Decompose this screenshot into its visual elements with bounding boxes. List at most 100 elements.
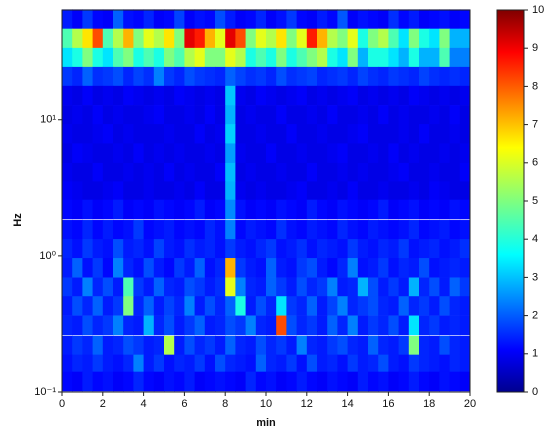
heatmap-cell: [92, 105, 104, 125]
x-tick-label: 2: [100, 398, 106, 410]
heatmap-cell: [439, 277, 451, 298]
heatmap-cell: [317, 199, 328, 220]
heatmap-cell: [143, 85, 155, 106]
heatmap-cell: [419, 315, 430, 336]
heatmap-cell: [153, 220, 165, 240]
heatmap-cell: [184, 66, 196, 87]
heatmap-cell: [439, 354, 451, 375]
heatmap-cell: [347, 181, 359, 201]
heatmap-cell: [194, 277, 206, 298]
heatmap-cell: [296, 296, 308, 316]
heatmap-cell: [388, 105, 400, 125]
heatmap-cell: [296, 66, 308, 87]
heatmap-cell: [235, 371, 247, 392]
colorbar-tick-label: 3: [532, 271, 538, 283]
heatmap-cell: [388, 9, 400, 30]
heatmap-cell: [174, 162, 185, 183]
heatmap-cell: [225, 162, 236, 183]
heatmap-cell: [419, 124, 430, 144]
heatmap-cell: [337, 47, 349, 68]
heatmap-cell: [337, 277, 349, 298]
heatmap-cell: [82, 258, 94, 278]
heatmap-cell: [388, 124, 400, 144]
heatmap-cell: [215, 28, 226, 49]
heatmap-cell: [317, 220, 328, 240]
heatmap-cell: [306, 354, 318, 375]
heatmap-cell: [449, 47, 461, 68]
heatmap-cell: [306, 181, 318, 201]
heatmap-cell: [82, 124, 94, 144]
heatmap-cell: [286, 47, 298, 68]
heatmap-cell: [215, 105, 226, 125]
heatmap-cell: [82, 220, 94, 240]
heatmap-cell: [62, 354, 73, 375]
heatmap-cell: [429, 354, 440, 375]
heatmap-cell: [317, 9, 328, 30]
heatmap-cell: [164, 124, 175, 144]
heatmap-cell: [133, 66, 145, 87]
heatmap-cell: [327, 315, 338, 336]
heatmap-cell: [255, 277, 267, 298]
heatmap-cell: [245, 124, 257, 144]
heatmap-cell: [143, 66, 155, 87]
heatmap-cell: [266, 277, 277, 298]
heatmap-cell: [449, 105, 461, 125]
heatmap-cell: [378, 315, 389, 336]
heatmap-cell: [215, 181, 226, 201]
heatmap-cell: [357, 335, 369, 356]
heatmap-cell: [368, 85, 379, 106]
heatmap-cell: [327, 162, 338, 183]
heatmap: [62, 9, 471, 392]
heatmap-cell: [72, 28, 83, 49]
heatmap-cell: [357, 85, 369, 106]
heatmap-cell: [235, 47, 247, 68]
heatmap-cell: [143, 199, 155, 220]
heatmap-cell: [62, 371, 73, 392]
heatmap-cell: [225, 258, 236, 278]
heatmap-cell: [408, 143, 420, 164]
colorbar-tick-label: 7: [532, 119, 538, 131]
heatmap-cell: [408, 181, 420, 201]
heatmap-cell: [92, 124, 104, 144]
heatmap-cell: [368, 199, 379, 220]
heatmap-cell: [184, 181, 196, 201]
heatmap-cell: [143, 181, 155, 201]
heatmap-cell: [296, 354, 308, 375]
heatmap-cell: [215, 258, 226, 278]
heatmap-cell: [357, 66, 369, 87]
heatmap-cell: [347, 354, 359, 375]
heatmap-cell: [296, 162, 308, 183]
heatmap-cell: [62, 66, 73, 87]
heatmap-cell: [184, 220, 196, 240]
heatmap-cell: [235, 143, 247, 164]
heatmap-cell: [337, 85, 349, 106]
heatmap-cell: [72, 66, 83, 87]
heatmap-cell: [429, 28, 440, 49]
heatmap-cell: [286, 124, 298, 144]
heatmap-cell: [337, 315, 349, 336]
heatmap-cell: [337, 181, 349, 201]
heatmap-cell: [368, 335, 379, 356]
heatmap-cell: [184, 105, 196, 125]
heatmap-cell: [398, 66, 410, 87]
heatmap-cell: [235, 66, 247, 87]
heatmap-cell: [92, 258, 104, 278]
heatmap-cell: [317, 258, 328, 278]
heatmap-cell: [286, 28, 298, 49]
heatmap-cell: [164, 85, 175, 106]
heatmap-cell: [164, 47, 175, 68]
heatmap-cell: [184, 354, 196, 375]
heatmap-cell: [439, 105, 451, 125]
heatmap-cell: [123, 354, 134, 375]
heatmap-cell: [72, 354, 83, 375]
heatmap-cell: [62, 199, 73, 220]
heatmap-cell: [113, 239, 124, 259]
heatmap-cell: [388, 47, 400, 68]
heatmap-cell: [419, 258, 430, 278]
heatmap-cell: [62, 105, 73, 125]
heatmap-cell: [255, 105, 267, 125]
heatmap-cell: [92, 220, 104, 240]
heatmap-cell: [398, 28, 410, 49]
heatmap-cell: [92, 181, 104, 201]
heatmap-cell: [347, 371, 359, 392]
